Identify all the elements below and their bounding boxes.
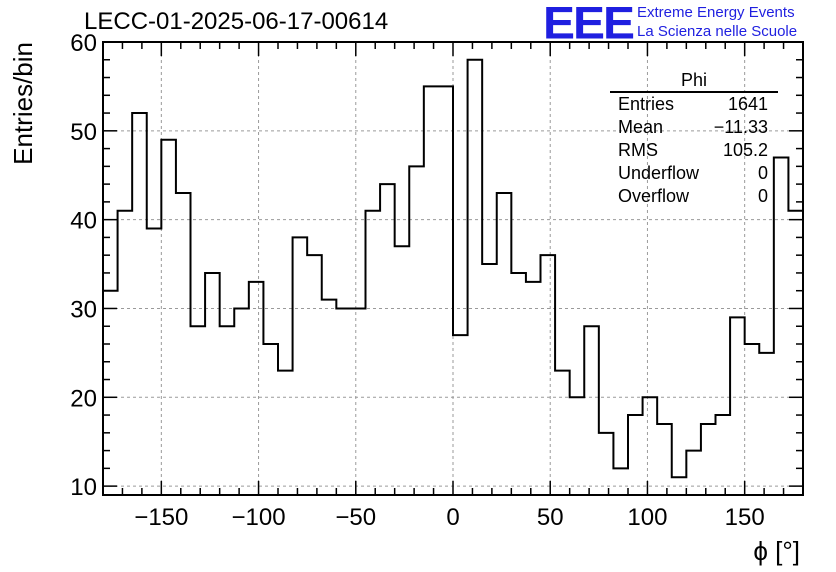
x-axis-label: ϕ [°] (753, 536, 800, 566)
stats-row-rms: RMS 105.2 (610, 139, 778, 162)
histogram-series (103, 58, 803, 479)
histogram-bin (118, 211, 133, 495)
y-tick-label: 50 (70, 119, 97, 146)
histogram-bin (249, 282, 264, 495)
histogram-bin (570, 397, 585, 495)
histogram-bin (701, 424, 716, 495)
histogram-bin (716, 415, 731, 495)
histogram-bin (220, 326, 235, 495)
histogram-bin (351, 308, 366, 495)
histogram-bin (628, 415, 643, 495)
histogram-bin (774, 157, 789, 495)
stats-box: Phi Entries 1641 Mean −11.33 RMS 105.2 U… (610, 70, 778, 208)
histogram-bin (745, 344, 760, 495)
y-axis-label: Entries/bin (8, 42, 38, 165)
histogram-bin (132, 113, 147, 495)
histogram-bin (482, 264, 497, 495)
histogram-bin (541, 255, 556, 495)
histogram-bin (555, 371, 570, 495)
stats-value: −11.33 (713, 117, 768, 137)
x-tick-label: −150 (134, 504, 188, 531)
x-tick-label: −100 (232, 504, 286, 531)
histogram-bin (336, 308, 351, 495)
histogram-bin (759, 353, 774, 495)
stats-row-mean: Mean −11.33 (610, 116, 778, 139)
y-tick-label: 30 (70, 296, 97, 323)
histogram-bin (788, 211, 803, 495)
histogram-bin (599, 433, 614, 495)
x-tick-label: −50 (335, 504, 376, 531)
histogram-bin (424, 86, 439, 495)
histogram-bin (103, 291, 118, 495)
histogram-bin (191, 326, 206, 495)
histogram-bin (686, 451, 701, 495)
logo-line-2: La Scienza nelle Scuole (637, 23, 798, 40)
histogram-bin (657, 424, 672, 495)
histogram-bin (205, 273, 220, 495)
y-tick-label: 40 (70, 208, 97, 235)
histogram-bin (234, 308, 249, 495)
stats-value: 105.2 (722, 140, 768, 160)
histogram-bin (322, 300, 337, 495)
histogram-bin (643, 397, 658, 495)
chart-title: LECC-01-2025-06-17-00614 (84, 8, 389, 35)
y-tick-label: 10 (70, 474, 97, 501)
eee-logo: EEE (543, 0, 635, 49)
histogram-bin (672, 477, 687, 495)
histogram-bin (526, 282, 541, 495)
histogram-bin (263, 344, 278, 495)
stats-row-overflow: Overflow 0 (610, 185, 778, 208)
histogram-bin (395, 246, 410, 495)
y-tick-label: 20 (70, 385, 97, 412)
histogram-bin (497, 193, 512, 495)
histogram-bin (161, 140, 176, 495)
histogram-bin (438, 86, 453, 495)
histogram-bin (409, 166, 424, 495)
stats-row-underflow: Underflow 0 (610, 162, 778, 185)
histogram-bin (468, 60, 483, 495)
stats-title: Phi (610, 70, 778, 93)
histogram-bin (584, 326, 599, 495)
histogram-bin (511, 273, 526, 495)
stats-value: 0 (757, 186, 768, 206)
y-tick-label: 60 (70, 30, 97, 57)
histogram-bin (176, 193, 191, 495)
stats-label: Mean (618, 117, 664, 137)
histogram-bin (278, 371, 293, 495)
stats-value: 1641 (727, 94, 768, 114)
x-tick-label: 0 (446, 504, 459, 531)
histogram-bin (366, 211, 381, 495)
x-tick-label: 50 (537, 504, 564, 531)
histogram-bin (307, 255, 322, 495)
stats-row-entries: Entries 1641 (610, 93, 778, 116)
x-tick-label: 150 (725, 504, 765, 531)
stats-value: 0 (757, 163, 768, 183)
histogram-bin (453, 335, 468, 495)
histogram-bin (380, 184, 395, 495)
histogram-bin (147, 229, 162, 495)
eee-logo-caption: Extreme Energy Events La Scienza nelle S… (637, 3, 797, 41)
stats-label: RMS (618, 140, 658, 160)
x-tick-label: 100 (627, 504, 667, 531)
stats-label: Underflow (618, 163, 700, 183)
stats-label: Entries (618, 94, 675, 114)
stats-label: Overflow (618, 186, 690, 206)
logo-line-1: Extreme Energy Events (637, 4, 795, 21)
histogram-bin (730, 317, 745, 495)
histogram-bin (293, 237, 308, 495)
histogram-bin (613, 468, 628, 495)
